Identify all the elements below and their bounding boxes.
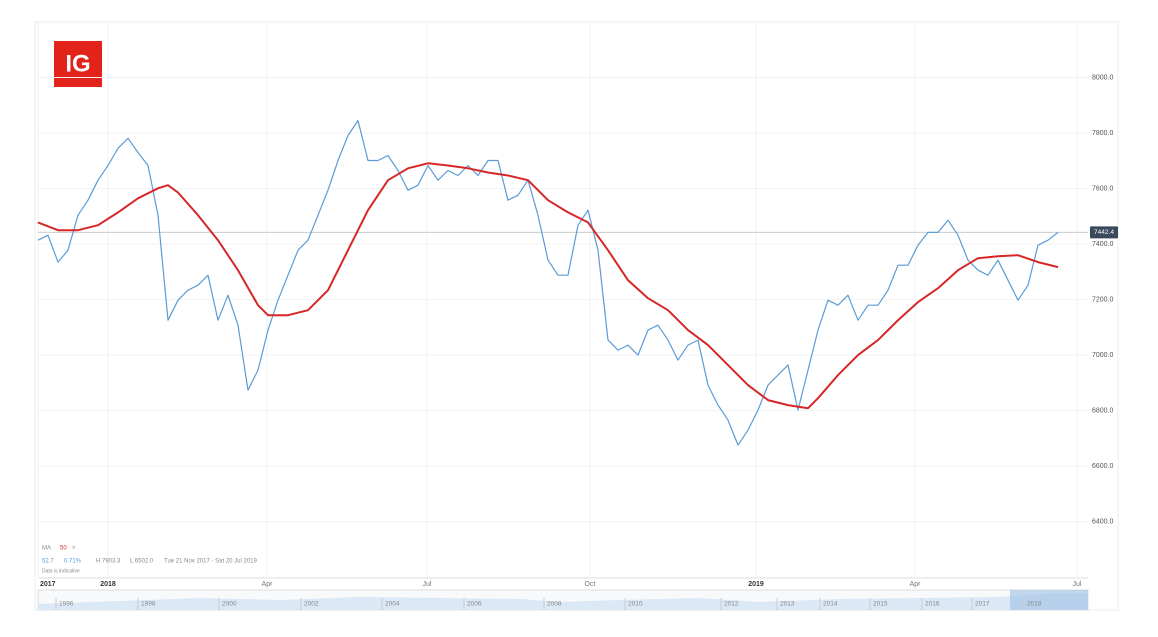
- low: L 6502.0: [130, 559, 154, 565]
- navigator-selection[interactable]: [1010, 590, 1088, 610]
- navigator-label: 2017: [975, 601, 990, 608]
- info: MA 50 × 52.7 0.71% H 7903.3 L 6502.0 Tue…: [42, 546, 258, 575]
- period: 50: [60, 546, 67, 552]
- navigator-label: 2002: [304, 601, 319, 608]
- y-tick-label: 7000.0: [1092, 352, 1114, 359]
- x-tick-label: Jul: [1073, 581, 1082, 588]
- y-tick-label: 8000.0: [1092, 74, 1114, 81]
- x-tick-label: 2019: [748, 581, 764, 588]
- y-tick-label: 6800.0: [1092, 408, 1114, 415]
- x-tick-label: Apr: [262, 581, 274, 588]
- navigator-label: 1996: [59, 601, 74, 608]
- navigator-label: 2004: [385, 601, 400, 608]
- price-line: [37, 120, 1059, 446]
- ma-line: [37, 162, 1059, 410]
- y-tick-label: 7200.0: [1092, 296, 1114, 303]
- x-tick-label: 2018: [100, 581, 116, 588]
- frame: [34, 21, 1119, 611]
- navigator-label: 1998: [141, 601, 156, 608]
- last-price-label: 7442.4: [1094, 229, 1114, 236]
- navigator-label: 2018: [1027, 601, 1042, 608]
- y-tick-label: 7600.0: [1092, 185, 1114, 192]
- logo-box: [54, 41, 102, 87]
- high: H 7903.3: [96, 559, 121, 565]
- y-tick-label: 7400.0: [1092, 241, 1114, 248]
- navigator-label: 2016: [925, 601, 940, 608]
- note: Data is indicative: [42, 568, 80, 574]
- y-tick-label: 6400.0: [1092, 519, 1114, 526]
- navigator-label: 2010: [628, 601, 643, 608]
- x-tick-label: Jul: [423, 581, 432, 588]
- navigator-label: 2008: [547, 601, 562, 608]
- x-tick-label: Oct: [585, 581, 596, 588]
- change-pct: 0.71%: [64, 559, 82, 565]
- navigator-label: 2014: [823, 601, 838, 608]
- x-tick-label: Apr: [910, 581, 922, 588]
- x-tick-label: 2017: [40, 581, 56, 588]
- indicator: MA: [42, 546, 51, 552]
- remove-indicator[interactable]: ×: [72, 546, 76, 552]
- navigator-label: 2013: [780, 601, 795, 608]
- change: 52.7: [42, 559, 54, 565]
- y-tick-label: 6600.0: [1092, 463, 1114, 470]
- navigator-label: 2006: [467, 601, 482, 608]
- range: Tue 21 Nov 2017 - Sat 20 Jul 2019: [164, 559, 258, 565]
- y-tick-label: 7800.0: [1092, 130, 1114, 137]
- navigator-label: 2015: [873, 601, 888, 608]
- logo: IG: [65, 50, 90, 77]
- last-price-tag: [1090, 226, 1118, 239]
- navigator-label: 2000: [222, 601, 237, 608]
- navigator-label: 2012: [724, 601, 739, 608]
